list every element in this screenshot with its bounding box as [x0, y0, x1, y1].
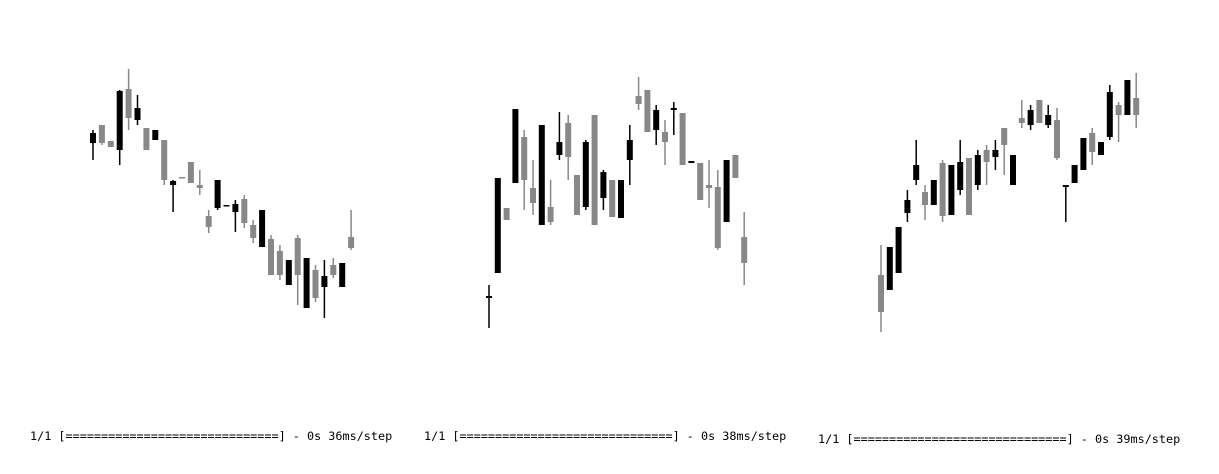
candle-body: [653, 110, 660, 130]
candle-body: [321, 276, 328, 287]
candle-body: [556, 142, 563, 155]
candle-body: [285, 260, 292, 285]
candle-body: [90, 133, 96, 143]
candle-body: [1001, 128, 1008, 145]
candle-body: [741, 237, 748, 263]
candle-body: [723, 160, 730, 222]
candle-body: [878, 275, 884, 312]
candle-body: [232, 204, 239, 212]
candle-body: [618, 180, 624, 218]
candle-body: [939, 163, 946, 216]
candle-body: [205, 216, 212, 227]
candle-body: [268, 239, 274, 275]
candle-body: [170, 181, 177, 185]
candle-body: [644, 90, 651, 132]
candle-body: [957, 162, 964, 190]
candle-body: [223, 205, 230, 207]
candle-body: [312, 270, 319, 298]
candle-body: [521, 137, 528, 180]
candle-body: [1027, 110, 1034, 125]
candle-body: [330, 265, 337, 275]
candle-body: [250, 225, 257, 238]
candle-body: [1062, 185, 1069, 187]
candle-body: [512, 109, 519, 183]
candle-body: [161, 140, 168, 180]
candle-body: [294, 238, 301, 275]
candle-body: [1106, 92, 1113, 137]
cell-output: 1/1 [==============================] - 0…: [424, 396, 786, 474]
candle-body: [547, 207, 554, 222]
candle-body: [214, 180, 221, 208]
candle-body: [125, 89, 132, 118]
candle-body: [974, 155, 981, 185]
candle-body: [486, 296, 492, 298]
candle-body: [339, 263, 346, 287]
candle-body: [600, 172, 607, 198]
candle-body: [930, 180, 937, 205]
candle-body: [948, 165, 955, 215]
progress-log: 1/1 [==============================] - 0…: [424, 429, 787, 443]
candle-body: [886, 247, 893, 290]
cell-output: 1/1 [==============================] - 0…: [818, 399, 1180, 474]
candle-body: [913, 165, 920, 180]
candle-body: [679, 113, 686, 165]
candle-body: [714, 187, 721, 248]
candle-body: [538, 125, 545, 225]
candle-body: [992, 150, 999, 157]
candle-body: [635, 96, 642, 104]
candle-body: [626, 140, 633, 160]
candle-body: [732, 155, 739, 178]
candle-body: [966, 158, 972, 215]
candle-body: [303, 258, 310, 308]
candle-body: [1045, 115, 1052, 125]
candle-body: [565, 123, 572, 157]
candle-body: [196, 185, 203, 188]
candle-body: [1098, 142, 1104, 155]
candle-body: [662, 132, 668, 142]
candle-body: [1080, 138, 1087, 170]
candle-body: [697, 163, 704, 200]
cell-output: 1/1 [==============================] - 0…: [30, 396, 392, 474]
candle-body: [179, 177, 185, 179]
candle-body: [107, 141, 114, 147]
candle-body: [582, 142, 589, 207]
candle-body: [591, 115, 598, 225]
candle-body: [922, 192, 928, 205]
candle-body: [1036, 100, 1043, 123]
candle-body: [152, 130, 159, 140]
candle-body: [276, 251, 283, 275]
candle-body: [1133, 98, 1140, 115]
candle-body: [1018, 118, 1025, 123]
candle-body: [1054, 120, 1060, 158]
candle-body: [688, 161, 695, 163]
candle-body: [348, 237, 355, 248]
candle-body: [259, 210, 266, 247]
candle-body: [895, 227, 902, 273]
candle-body: [116, 91, 123, 150]
candle-body: [134, 108, 141, 120]
candle-body: [574, 175, 580, 215]
candle-body: [1010, 155, 1016, 185]
progress-log: 1/1 [==============================] - 0…: [818, 432, 1181, 446]
candle-body: [98, 125, 105, 143]
candle-body: [494, 178, 501, 273]
candle-body: [1124, 80, 1131, 115]
candle-body: [1115, 105, 1122, 115]
candle-body: [1089, 133, 1096, 152]
candle-body: [143, 128, 150, 150]
candle-body: [904, 200, 911, 213]
candle-body: [706, 185, 712, 188]
candle-body: [983, 150, 990, 162]
candle-body: [187, 162, 194, 183]
candle-body: [670, 108, 677, 110]
candle-body: [1071, 165, 1078, 183]
candle-body: [530, 188, 536, 203]
candle-body: [241, 199, 248, 223]
candle-body: [503, 208, 510, 220]
candle-body: [609, 180, 616, 217]
progress-log: 1/1 [==============================] - 0…: [30, 429, 393, 443]
